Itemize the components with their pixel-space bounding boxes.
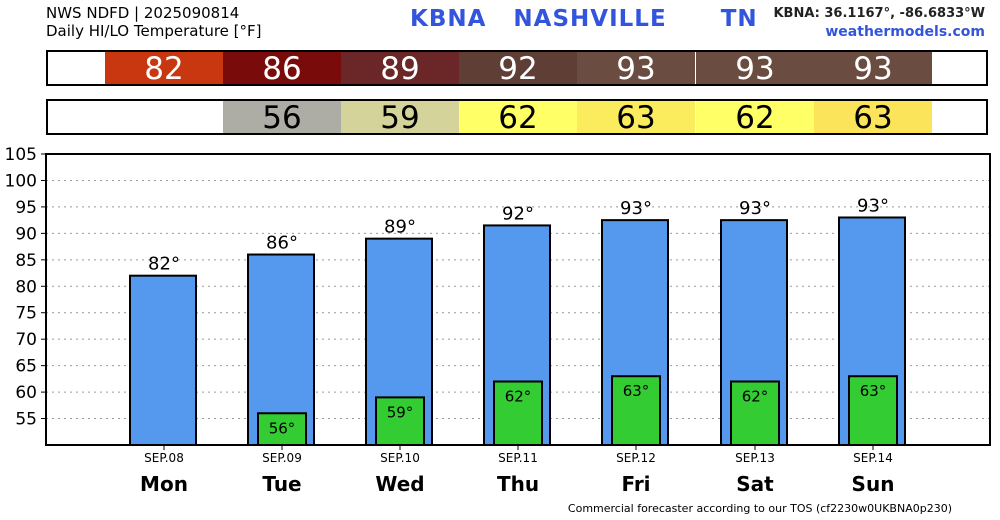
date-label: SEP.09 — [262, 451, 302, 465]
low-temp-cell: 63 — [577, 101, 695, 135]
low-bar-label: 59° — [387, 403, 414, 421]
y-tick-label: 85 — [15, 251, 37, 271]
source-label: NWS NDFD | 2025090814 — [46, 4, 240, 22]
high-bar-label: 82° — [148, 254, 180, 275]
chart-subtitle: Daily HI/LO Temperature [°F] — [46, 22, 262, 40]
high-bar-label: 86° — [266, 233, 298, 254]
date-label: SEP.14 — [853, 451, 893, 465]
high-temp-cell: 93 — [814, 52, 932, 86]
low-temp-cell: 62 — [459, 101, 577, 135]
day-label: Mon — [140, 472, 188, 496]
day-label: Tue — [262, 472, 301, 496]
site-link[interactable]: weathermodels.com — [825, 24, 985, 40]
high-temperature-strip: 82 86 89 92 93 93 93 — [46, 50, 988, 86]
high-temp-cell: 89 — [341, 52, 459, 86]
y-tick-label: 95 — [15, 198, 37, 218]
low-bar — [257, 412, 307, 447]
high-bar-label: 89° — [384, 217, 416, 238]
low-bar-label: 56° — [269, 419, 296, 437]
high-temp-cell: 92 — [459, 52, 577, 86]
y-tick-label: 55 — [15, 410, 37, 430]
day-label: Thu — [497, 472, 539, 496]
y-tick-label: 60 — [15, 383, 37, 403]
station-title: KBNA NASHVILLE TN — [410, 6, 758, 32]
low-temperature-strip: 56 59 62 63 62 63 — [46, 99, 988, 135]
low-temp-cell: 63 — [814, 101, 932, 135]
date-label: SEP.08 — [144, 451, 184, 465]
low-bar-label: 63° — [860, 382, 887, 400]
station-coordinates: KBNA: 36.1167°, -86.6833°W — [773, 6, 985, 21]
y-tick-label: 90 — [15, 224, 37, 244]
low-temp-cell: 56 — [223, 101, 341, 135]
low-bar-label: 62° — [742, 388, 769, 406]
date-label: SEP.12 — [616, 451, 656, 465]
low-bar — [848, 375, 898, 446]
high-temp-cell: 82 — [105, 52, 223, 86]
low-temp-cell: 62 — [696, 101, 814, 135]
y-tick-label: 65 — [15, 357, 37, 377]
y-tick-label: 100 — [5, 171, 37, 191]
y-tick-label: 75 — [15, 304, 37, 324]
day-label: Sun — [852, 472, 895, 496]
high-temp-cell: 93 — [696, 52, 814, 86]
high-temp-cell: 86 — [223, 52, 341, 86]
day-label: Wed — [375, 472, 424, 496]
date-label: SEP.13 — [735, 451, 775, 465]
high-bar — [129, 274, 197, 447]
high-bar-label: 93° — [739, 198, 771, 219]
date-label: SEP.10 — [380, 451, 420, 465]
low-bar-label: 62° — [505, 388, 532, 406]
terms-footer: Commercial forecaster according to our T… — [567, 502, 952, 515]
low-temp-cell: 59 — [341, 101, 459, 135]
low-temp-cell — [105, 101, 223, 133]
low-bar — [730, 380, 780, 447]
y-tick-label: 105 — [5, 145, 37, 165]
high-bar-label: 93° — [857, 195, 889, 216]
date-label: SEP.11 — [498, 451, 538, 465]
y-tick-label: 70 — [15, 330, 37, 350]
low-bar — [611, 375, 661, 446]
day-label: Sat — [736, 472, 774, 496]
high-bar-label: 92° — [502, 203, 534, 224]
day-label: Fri — [621, 472, 650, 496]
high-temp-cell: 93 — [577, 52, 695, 86]
low-bar-label: 63° — [623, 382, 650, 400]
high-bar-label: 93° — [620, 198, 652, 219]
y-tick-label: 80 — [15, 277, 37, 297]
